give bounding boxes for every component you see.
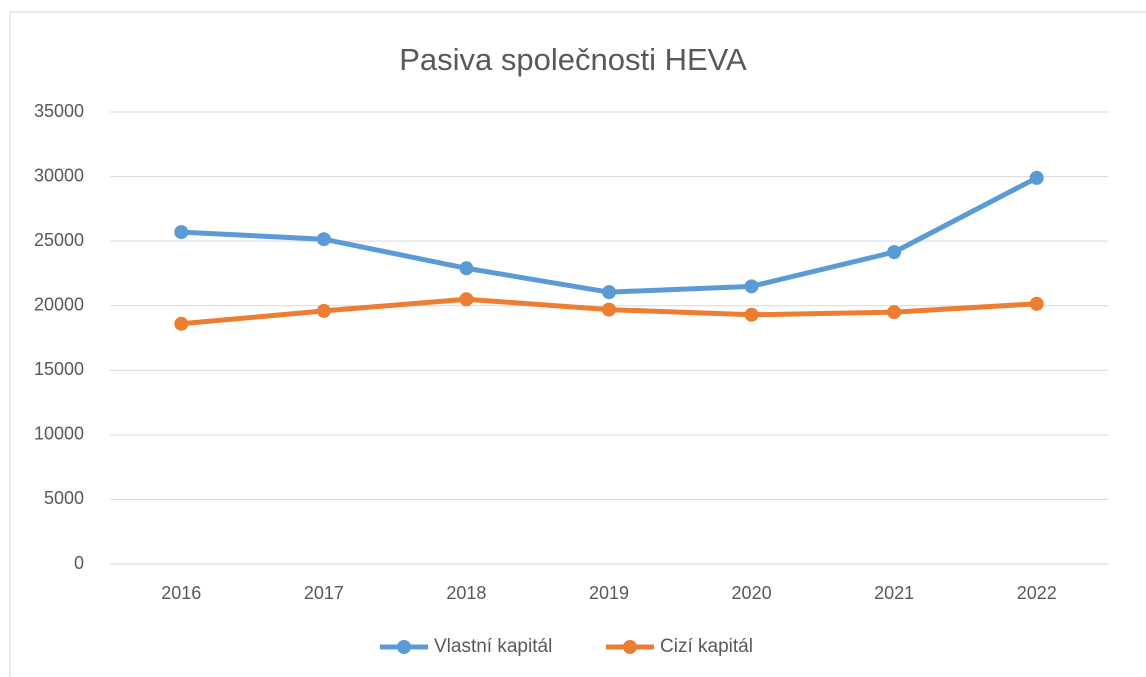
chart-border bbox=[9, 11, 1146, 677]
chart-title: Pasiva společnosti HEVA bbox=[399, 42, 747, 77]
x-tick-label: 2019 bbox=[589, 583, 629, 603]
x-tick-label: 2020 bbox=[732, 583, 772, 603]
data-point bbox=[744, 307, 759, 322]
legend-label: Vlastní kapitál bbox=[434, 636, 552, 657]
series-line bbox=[181, 175, 1038, 295]
legend-marker bbox=[397, 640, 411, 654]
data-point bbox=[602, 302, 616, 317]
data-point bbox=[459, 292, 474, 307]
y-tick-label: 20000 bbox=[34, 294, 84, 314]
data-point bbox=[1029, 296, 1044, 311]
data-point bbox=[174, 225, 189, 240]
x-tick-label: 2017 bbox=[304, 583, 344, 603]
y-tick-label: 35000 bbox=[34, 101, 84, 121]
data-point bbox=[602, 285, 616, 300]
x-tick-label: 2021 bbox=[874, 583, 914, 603]
data-point bbox=[744, 279, 759, 294]
y-tick-label: 0 bbox=[74, 553, 84, 573]
y-tick-label: 15000 bbox=[34, 359, 84, 379]
data-point bbox=[1029, 170, 1044, 185]
data-point bbox=[174, 316, 189, 331]
data-point bbox=[316, 303, 331, 318]
y-tick-label: 25000 bbox=[34, 230, 84, 250]
y-tick-label: 5000 bbox=[44, 488, 84, 508]
data-point bbox=[887, 245, 902, 260]
y-tick-label: 30000 bbox=[34, 165, 84, 185]
x-tick-label: 2022 bbox=[1017, 583, 1057, 603]
data-point bbox=[887, 305, 902, 320]
x-tick-label: 2018 bbox=[446, 583, 486, 603]
y-tick-label: 10000 bbox=[34, 424, 84, 444]
x-tick-label: 2016 bbox=[161, 583, 201, 603]
legend-marker bbox=[623, 640, 637, 654]
legend-label: Cizí kapitál bbox=[660, 636, 753, 657]
data-point bbox=[316, 232, 331, 247]
data-point bbox=[459, 261, 474, 276]
